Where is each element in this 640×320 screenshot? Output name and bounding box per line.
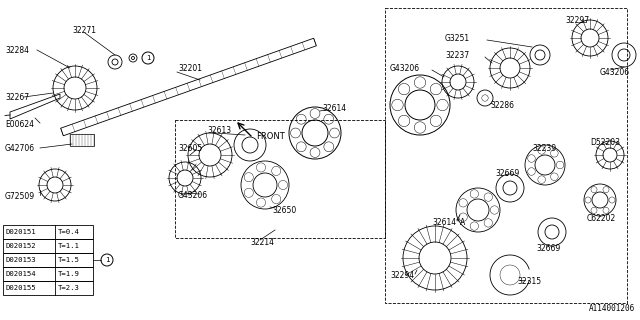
Text: 32315: 32315 — [517, 277, 541, 286]
Text: D020155: D020155 — [5, 285, 36, 291]
Text: 32294: 32294 — [390, 270, 414, 279]
Text: A114001206: A114001206 — [589, 304, 635, 313]
Text: 32237: 32237 — [445, 51, 469, 60]
Text: 32650: 32650 — [272, 205, 296, 214]
Text: 32239: 32239 — [532, 143, 556, 153]
Text: 32201: 32201 — [178, 63, 202, 73]
Text: 32284: 32284 — [5, 45, 29, 54]
Text: T=2.3: T=2.3 — [58, 285, 80, 291]
Text: 1: 1 — [146, 55, 150, 61]
Text: T=1.1: T=1.1 — [58, 243, 80, 249]
Text: 32614: 32614 — [322, 103, 346, 113]
Text: D020151: D020151 — [5, 229, 36, 235]
Text: 32286: 32286 — [490, 100, 514, 109]
Text: 32614*A: 32614*A — [432, 218, 465, 227]
Text: T=1.5: T=1.5 — [58, 257, 80, 263]
Bar — [3, 253, 93, 267]
Bar — [3, 281, 93, 295]
Text: 32613: 32613 — [207, 125, 231, 134]
Text: G43206: G43206 — [600, 68, 630, 76]
Text: G72509: G72509 — [5, 191, 35, 201]
Text: D52203: D52203 — [590, 138, 620, 147]
Text: D020153: D020153 — [5, 257, 36, 263]
Text: 32669: 32669 — [536, 244, 560, 252]
Bar — [3, 239, 93, 253]
Text: 32297: 32297 — [565, 15, 589, 25]
Text: G43206: G43206 — [390, 63, 420, 73]
Text: 1: 1 — [105, 257, 109, 263]
Bar — [3, 267, 93, 281]
Bar — [3, 225, 93, 239]
Text: G43206: G43206 — [178, 190, 208, 199]
Text: G3251: G3251 — [445, 34, 470, 43]
Text: 32214: 32214 — [250, 237, 274, 246]
Text: T=1.9: T=1.9 — [58, 271, 80, 277]
Text: D020152: D020152 — [5, 243, 36, 249]
Text: C62202: C62202 — [587, 213, 616, 222]
Text: D020154: D020154 — [5, 271, 36, 277]
Text: G42706: G42706 — [5, 143, 35, 153]
Text: 32267: 32267 — [5, 92, 29, 101]
Text: FRONT: FRONT — [256, 132, 285, 140]
Text: 32271: 32271 — [72, 26, 96, 35]
Bar — [385, 8, 627, 303]
Text: 32669: 32669 — [495, 169, 519, 178]
Text: 32605: 32605 — [178, 143, 202, 153]
Text: T=0.4: T=0.4 — [58, 229, 80, 235]
Text: E00624: E00624 — [5, 119, 34, 129]
Bar — [175, 120, 385, 238]
